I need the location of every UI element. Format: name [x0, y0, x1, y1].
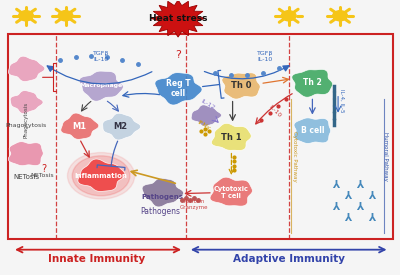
Text: Y: Y — [334, 198, 342, 208]
Text: Humoral Pathway: Humoral Pathway — [383, 132, 388, 181]
Polygon shape — [212, 123, 251, 150]
Circle shape — [72, 156, 130, 196]
Text: NETosis: NETosis — [13, 174, 39, 180]
Polygon shape — [10, 90, 43, 114]
Polygon shape — [222, 73, 260, 99]
Text: ?: ? — [41, 164, 46, 174]
Text: Cytotoxic Pathway: Cytotoxic Pathway — [292, 131, 297, 182]
Text: Perforin
Granzyme: Perforin Granzyme — [180, 199, 208, 210]
Text: TGFβ
IL-10: TGFβ IL-10 — [93, 51, 109, 62]
Circle shape — [333, 11, 347, 21]
Text: Cytotoxic
T cell: Cytotoxic T cell — [214, 186, 249, 199]
Polygon shape — [61, 113, 99, 139]
Text: ?: ? — [175, 50, 181, 60]
Text: Y: Y — [370, 209, 377, 219]
Text: NETosis: NETosis — [30, 173, 54, 178]
Polygon shape — [210, 177, 252, 206]
Text: Th 0: Th 0 — [231, 81, 252, 90]
Text: Innate Immunity: Innate Immunity — [48, 254, 146, 264]
Polygon shape — [294, 118, 331, 144]
Polygon shape — [151, 0, 205, 37]
Text: Pathogens: Pathogens — [141, 194, 183, 200]
Text: IL-4, IL-5: IL-4, IL-5 — [340, 89, 344, 112]
Polygon shape — [142, 178, 184, 207]
Polygon shape — [191, 105, 222, 126]
Text: TGFβ
IL-10: TGFβ IL-10 — [257, 51, 273, 62]
Circle shape — [58, 11, 73, 21]
Text: Inflammation: Inflammation — [75, 173, 128, 179]
Polygon shape — [292, 69, 332, 97]
Text: M2: M2 — [114, 122, 128, 131]
Circle shape — [19, 11, 33, 21]
Circle shape — [281, 11, 296, 21]
Text: IL-10: IL-10 — [268, 104, 282, 119]
Text: Macrophage: Macrophage — [80, 83, 123, 88]
Text: Y: Y — [334, 176, 342, 186]
Text: Phagocytosis: Phagocytosis — [5, 123, 47, 128]
Polygon shape — [155, 73, 202, 105]
Text: Phagocytosis: Phagocytosis — [24, 102, 28, 138]
Polygon shape — [103, 113, 141, 140]
Text: Y: Y — [346, 187, 354, 197]
Text: Y: Y — [346, 209, 354, 219]
Polygon shape — [8, 142, 43, 166]
Text: Reg T
cell: Reg T cell — [166, 79, 190, 98]
Text: B cell: B cell — [301, 126, 324, 135]
Text: Th 1: Th 1 — [221, 133, 242, 142]
Text: IFNγ: IFNγ — [196, 120, 211, 131]
Text: M1: M1 — [72, 122, 86, 131]
Polygon shape — [79, 71, 123, 101]
Text: Y: Y — [358, 198, 365, 208]
Text: Adaptive Immunity: Adaptive Immunity — [233, 254, 345, 264]
Text: Heat stress: Heat stress — [149, 14, 207, 23]
Polygon shape — [78, 159, 125, 191]
Text: IL-12: IL-12 — [200, 99, 216, 111]
Text: Y: Y — [370, 187, 377, 197]
Text: Y: Y — [358, 176, 365, 186]
Circle shape — [68, 153, 135, 199]
Text: Pathogens: Pathogens — [140, 207, 180, 216]
Polygon shape — [8, 56, 45, 81]
Text: Th 2: Th 2 — [303, 78, 322, 87]
